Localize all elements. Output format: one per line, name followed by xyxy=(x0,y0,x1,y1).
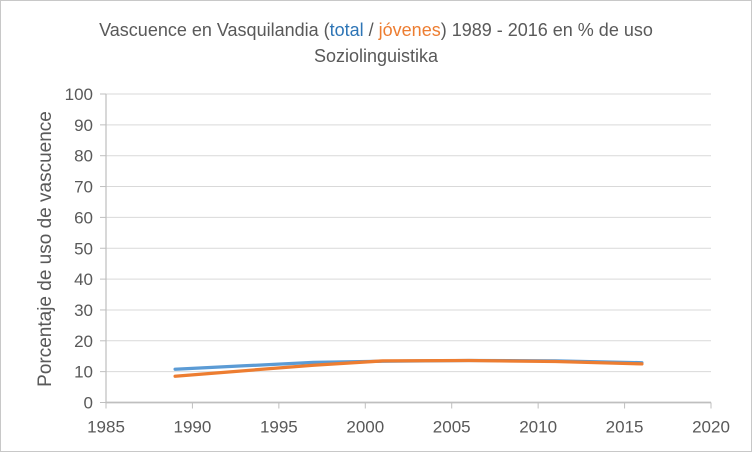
x-tick-label: 2000 xyxy=(346,418,384,437)
y-tick-label: 60 xyxy=(74,208,93,227)
x-tick-label: 1985 xyxy=(87,418,125,437)
series-line-jovenes xyxy=(173,358,644,378)
title-total-word: total xyxy=(329,20,364,40)
chart-title-line2: Soziolinguistika xyxy=(313,46,439,66)
y-tick-label: 80 xyxy=(74,147,93,166)
title-text-prefix: Vascuence en Vasquilandia ( xyxy=(99,20,330,40)
title-jovenes-word: jóvenes xyxy=(378,20,441,40)
chart-title: Vascuence en Vasquilandia (total / jóven… xyxy=(1,17,751,69)
x-tick-label: 1995 xyxy=(260,418,298,437)
chart-title-line1: Vascuence en Vasquilandia (total / jóven… xyxy=(1,17,751,43)
y-tick-label: 90 xyxy=(74,116,93,135)
y-tick-label: 30 xyxy=(74,301,93,320)
x-tick-label: 2005 xyxy=(433,418,471,437)
x-tick-label: 2020 xyxy=(692,418,730,437)
y-tick-label: 20 xyxy=(74,332,93,351)
y-tick-label: 50 xyxy=(74,239,93,258)
y-tick-label: 100 xyxy=(65,85,93,104)
x-tick-label: 2010 xyxy=(519,418,557,437)
x-tick-label: 1990 xyxy=(174,418,212,437)
title-separator: / xyxy=(363,20,379,40)
title-text-suffix: ) 1989 - 2016 en % de uso xyxy=(440,20,653,40)
y-tick-label: 10 xyxy=(74,363,93,382)
x-tick-label: 2015 xyxy=(606,418,644,437)
y-tick-label: 70 xyxy=(74,178,93,197)
y-tick-label: 40 xyxy=(74,270,93,289)
y-tick-label: 0 xyxy=(84,394,93,413)
